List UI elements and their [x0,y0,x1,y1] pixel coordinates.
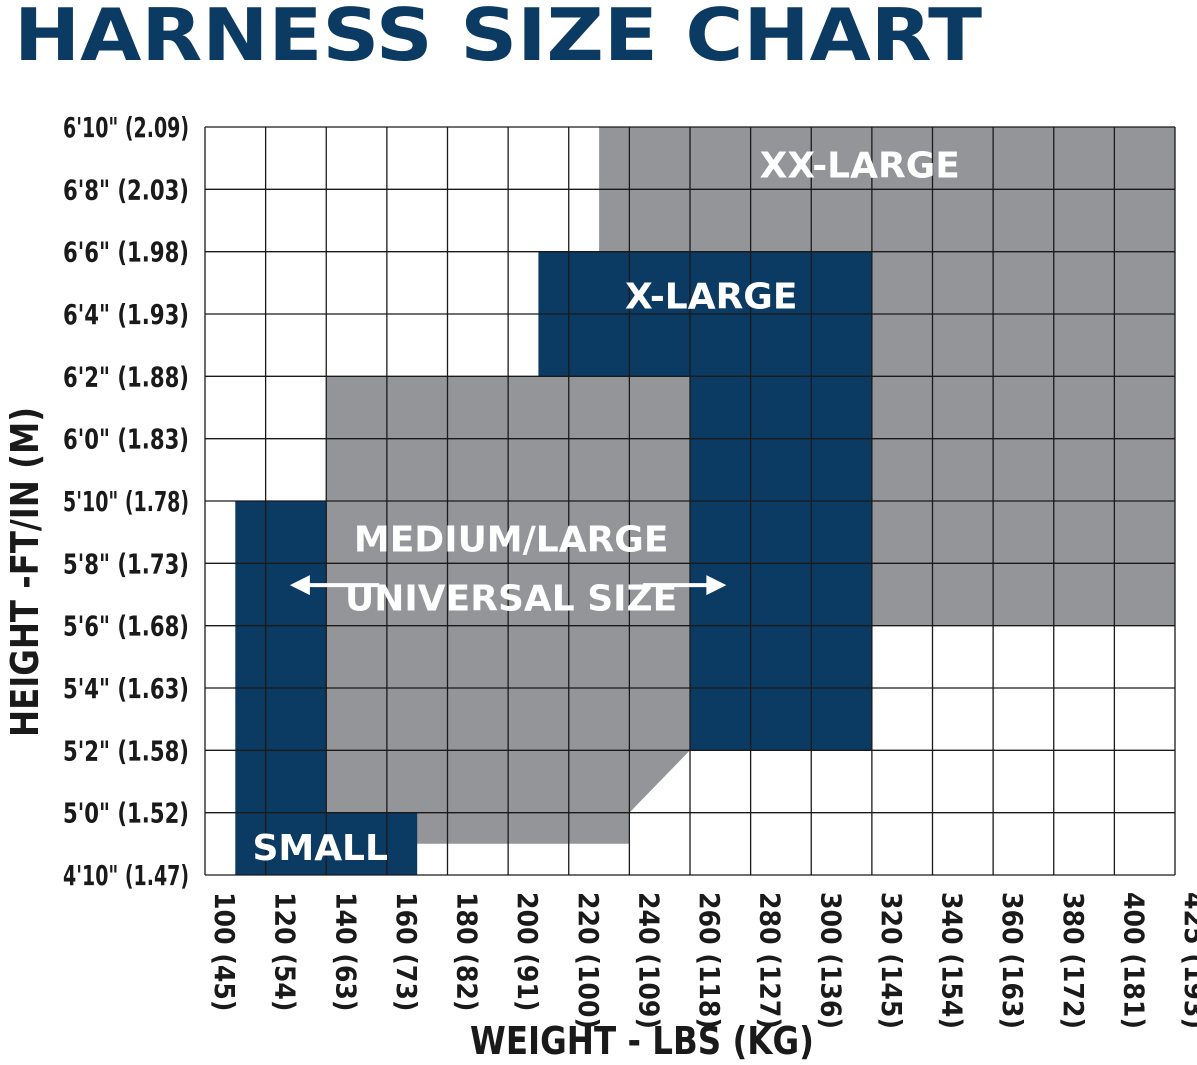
y-axis-ticks: 6'10" (2.09) 6'8" (2.03) 6'6" (1.98) 6'4" (… [63,111,189,892]
chart-grid [204,126,1176,876]
x-tick-label: 140 (63) [329,892,362,1011]
x-axis-ticks: 100 (45) 120 (54) 140 (63) 160 (73) 180 (82)… [208,892,1197,1029]
x-tick-label: 200 (91) [511,892,544,1011]
x-tick-label: 240 (109) [632,892,665,1029]
y-tick-label: 6'8" (2.03) [63,173,189,206]
y-tick-label: 5'4" (1.63) [63,672,189,705]
label-xx-large: XX-LARGE [760,145,960,186]
x-tick-label: 320 (145) [875,892,908,1029]
label-universal-size: UNIVERSAL SIZE [345,579,677,620]
y-tick-label: 5'10" (1.78) [63,485,189,518]
x-tick-label: 260 (118) [693,892,726,1029]
x-tick-label: 180 (82) [451,892,484,1011]
x-tick-label: 400 (181) [1117,892,1150,1029]
y-tick-label: 5'2" (1.58) [63,734,189,767]
y-tick-label: 6'0" (1.83) [63,423,189,456]
x-tick-label: 160 (73) [390,892,423,1011]
x-tick-label: 120 (54) [269,892,302,1011]
y-tick-label: 6'6" (1.98) [63,236,189,269]
x-tick-label: 300 (136) [814,892,847,1029]
label-small: SMALL [252,828,388,869]
x-tick-label: 100 (45) [208,892,241,1011]
y-tick-label: 4'10" (1.47) [63,859,189,892]
y-axis-title: HEIGHT -FT/IN (M) [3,407,47,737]
chart-title: HARNESS SIZE CHART [14,0,982,77]
label-medium-large: MEDIUM/LARGE [354,519,669,560]
label-x-large: X-LARGE [625,276,797,317]
x-tick-label: 380 (172) [1057,892,1090,1029]
y-tick-label: 6'10" (2.09) [63,111,189,144]
arrow-left-head [289,575,310,596]
x-tick-label: 280 (127) [754,892,787,1029]
x-tick-label: 220 (100) [572,892,605,1029]
y-tick-label: 6'4" (1.93) [63,298,189,331]
region-labels: XX-LARGE X-LARGE MEDIUM/LARGE UNIVERSAL SIZ… [252,145,959,869]
x-axis-title: WEIGHT - LBS (KG) [470,1019,814,1063]
y-tick-label: 5'0" (1.52) [63,797,189,830]
y-tick-label: 5'8" (1.73) [63,547,189,580]
x-tick-label: 360 (163) [996,892,1029,1029]
x-tick-label: 425 (193) [1178,892,1197,1029]
x-tick-label: 340 (154) [936,892,969,1029]
arrow-right-head [706,575,727,596]
y-tick-label: 5'6" (1.68) [63,610,189,643]
y-tick-label: 6'2" (1.88) [63,360,189,393]
